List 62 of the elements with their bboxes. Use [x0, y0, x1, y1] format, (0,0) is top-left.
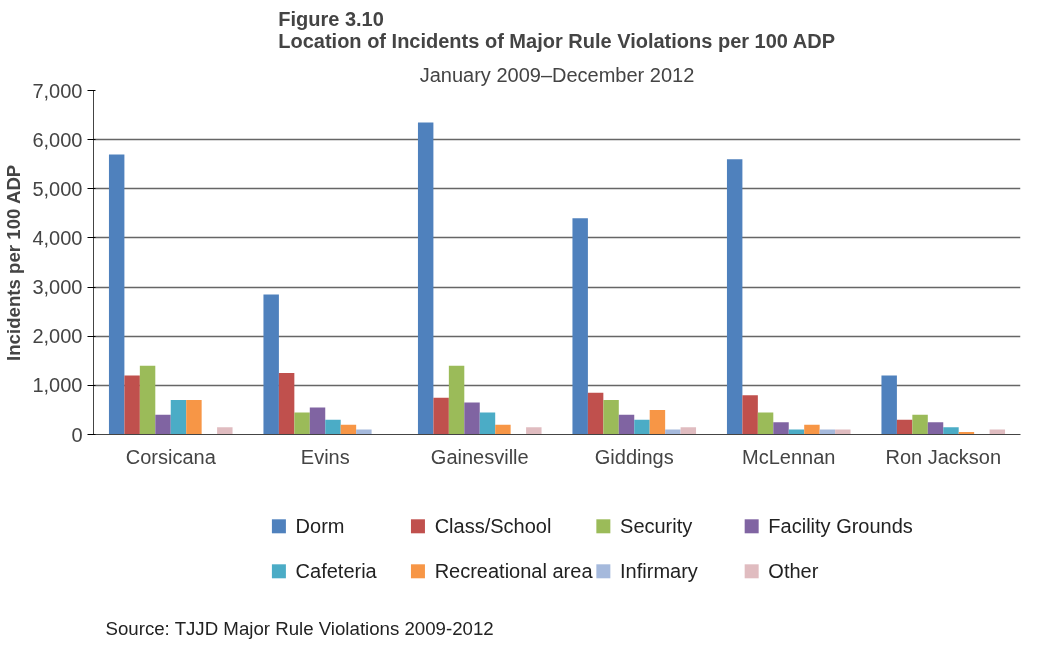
bar — [325, 419, 341, 435]
bar — [927, 422, 944, 435]
bar — [804, 424, 820, 435]
x-tick-label: McLennan — [742, 445, 836, 468]
bar — [881, 375, 897, 435]
bar — [217, 427, 233, 435]
bar — [464, 402, 480, 435]
y-tick-label: 7,000 — [32, 79, 83, 102]
bar — [587, 392, 604, 435]
legend-label: Cafeteria — [295, 560, 378, 583]
x-tick-label: Evins — [300, 445, 350, 468]
chart-subtitle: January 2009–December 2012 — [419, 63, 695, 86]
bar — [479, 412, 496, 435]
bar — [742, 395, 758, 435]
y-tick-label: 1,000 — [32, 374, 83, 397]
bar — [526, 427, 542, 435]
y-tick-label: 5,000 — [32, 177, 83, 200]
chart-title: Figure 3.10 Location of Incidents of Major Rule Violations per 100 ADP — [278, 7, 835, 52]
bar — [124, 375, 140, 435]
y-tick-label: 6,000 — [32, 128, 83, 151]
bar — [278, 373, 295, 435]
bar — [433, 397, 449, 435]
bar — [618, 414, 635, 435]
bar — [155, 414, 171, 435]
x-tick-label: Corsicana — [125, 445, 217, 468]
bar — [726, 159, 743, 435]
legend-label: Infirmary — [620, 560, 698, 583]
bar — [294, 412, 310, 435]
bar — [603, 400, 619, 435]
bar — [572, 218, 588, 435]
bar — [186, 400, 202, 435]
bar — [912, 414, 928, 435]
bar — [649, 409, 666, 435]
bar — [680, 427, 697, 435]
legend-label: Other — [768, 560, 819, 583]
bar — [448, 365, 465, 435]
bar — [309, 407, 326, 435]
bar — [263, 294, 279, 435]
legend-label: Facility Grounds — [768, 515, 913, 538]
legend-label: Dorm — [295, 515, 345, 538]
legend-label: Security — [620, 515, 693, 538]
legend-label: Recreational area — [434, 560, 594, 583]
y-axis-title: Incidents per 100 ADP — [3, 164, 25, 361]
x-tick-label: Gainesville — [430, 445, 529, 468]
source-note: Source: TJJD Major Rule Violations 2009-2012 — [105, 617, 494, 639]
bar — [108, 154, 125, 435]
x-tick-label: Giddings — [594, 445, 674, 468]
y-tick-label: 0 — [71, 423, 83, 446]
bar — [634, 419, 650, 435]
y-tick-label: 4,000 — [32, 226, 83, 249]
bar — [170, 400, 187, 435]
y-tick-label: 2,000 — [32, 325, 83, 348]
bar — [757, 412, 774, 435]
x-tick-label: Ron Jackson — [885, 445, 1002, 468]
bar — [896, 419, 913, 435]
bar — [417, 122, 434, 435]
bar — [495, 424, 511, 435]
y-tick-label: 3,000 — [32, 276, 83, 299]
legend-label: Class/School — [434, 515, 552, 538]
bar — [943, 427, 959, 435]
bar — [139, 365, 156, 435]
bar — [773, 422, 789, 435]
